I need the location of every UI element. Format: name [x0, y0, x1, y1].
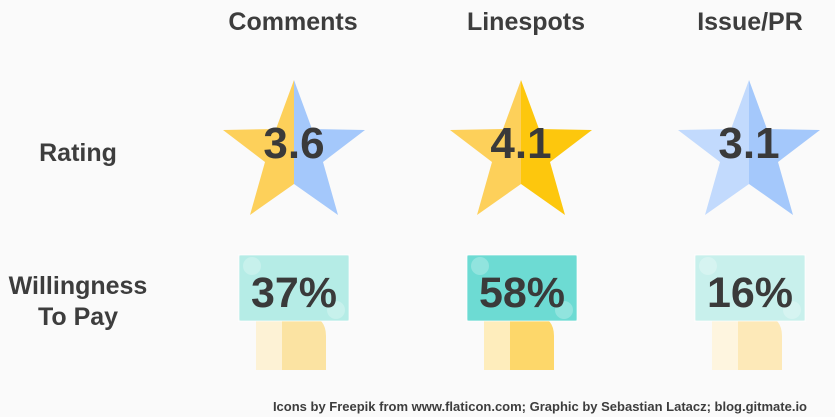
row-label-willingness-line1: Willingness [8, 272, 148, 300]
willingness-comments: 37% [234, 252, 354, 377]
column-header-issue-pr: Issue/PR [697, 8, 803, 36]
rating-star-linespots: 4.1 [446, 77, 596, 219]
star-icon [450, 80, 592, 215]
rating-star-comments: 3.6 [219, 77, 369, 219]
hand-holding-money-icon [694, 254, 806, 370]
willingness-issue-pr: 16% [690, 252, 810, 377]
hand-holding-money-icon [238, 254, 350, 370]
column-header-comments: Comments [228, 8, 358, 36]
willingness-value: 16% [706, 269, 794, 317]
row-label-willingness: Willingness To Pay [0, 271, 156, 333]
rating-star-issue-pr: 3.1 [674, 77, 824, 219]
willingness-value: 58% [478, 269, 566, 317]
hand-holding-money-icon [466, 254, 578, 370]
star-icon [223, 80, 365, 215]
column-header-linespots: Linespots [466, 8, 586, 36]
rating-value: 4.1 [490, 119, 552, 168]
star-icon [678, 80, 820, 215]
row-label-willingness-line2: To Pay [37, 303, 119, 331]
row-label-rating: Rating [39, 139, 117, 167]
rating-value: 3.1 [718, 119, 780, 168]
willingness-value: 37% [250, 269, 338, 317]
rating-value: 3.6 [263, 119, 325, 168]
credit-line: Icons by Freepik from www.flaticon.com; … [272, 399, 807, 414]
willingness-linespots: 58% [462, 252, 582, 377]
